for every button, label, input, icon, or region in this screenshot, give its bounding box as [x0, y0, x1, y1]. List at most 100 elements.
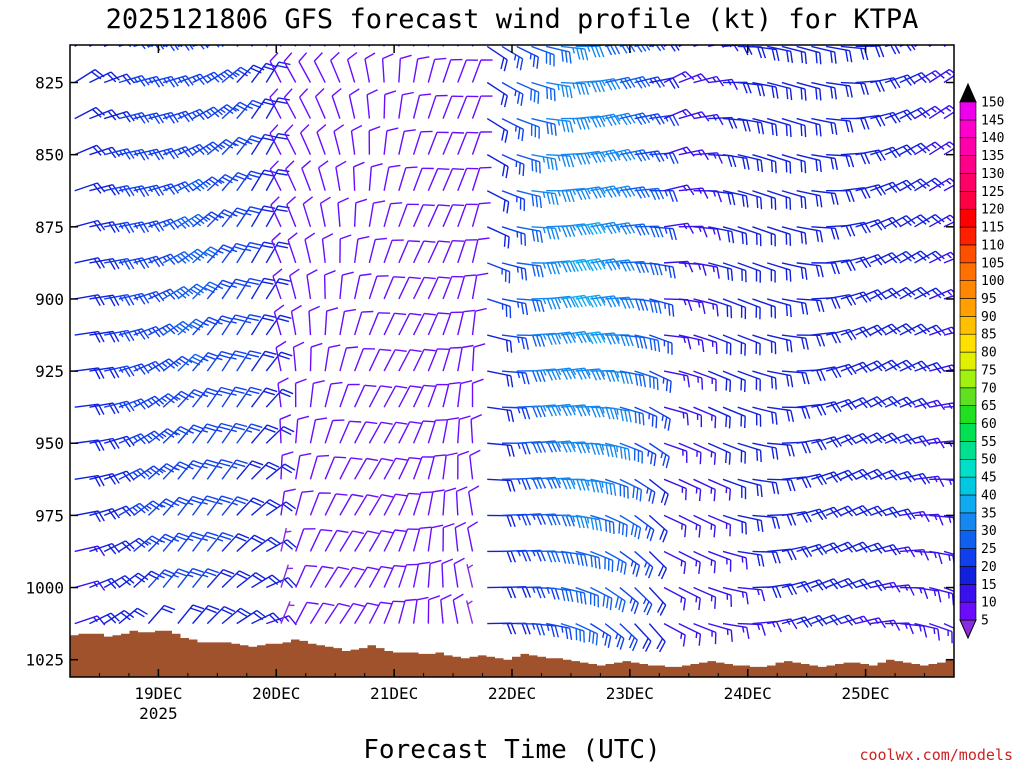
wind-barb	[309, 492, 331, 516]
colorbar-swatch	[959, 315, 977, 335]
wind-barb	[708, 226, 735, 244]
wind-barb	[298, 52, 312, 83]
wind-barb	[427, 524, 444, 552]
wind-barb	[487, 478, 516, 492]
wind-barb	[663, 442, 688, 463]
wind-barb	[368, 200, 386, 227]
wind-barb	[781, 45, 807, 65]
wind-barb	[722, 622, 750, 640]
wind-barb	[412, 596, 429, 624]
colorbar-swatch	[959, 280, 977, 299]
wind-barb	[427, 595, 441, 624]
wind-barb	[619, 514, 642, 540]
colorbar-swatch	[959, 262, 977, 281]
wind-barb	[766, 226, 792, 246]
wind-barb	[333, 124, 345, 155]
wind-barb	[943, 478, 954, 482]
wind-barb	[339, 493, 364, 516]
wind-barb	[354, 566, 379, 588]
wind-barb	[767, 406, 795, 423]
wind-barb	[412, 93, 432, 119]
wind-barb	[74, 615, 106, 626]
wind-barb	[148, 183, 179, 195]
wind-barb	[649, 298, 675, 317]
wind-barb	[442, 204, 465, 228]
wind-barb	[663, 550, 687, 574]
wind-barb	[455, 486, 468, 516]
wind-barb	[766, 153, 792, 174]
wind-barb	[914, 287, 945, 300]
wind-barb	[501, 226, 526, 246]
wind-barb	[634, 76, 665, 88]
wind-barb	[604, 550, 627, 575]
wind-barb	[531, 622, 559, 638]
wind-barb	[104, 148, 135, 160]
wind-barb	[560, 258, 591, 272]
wind-barb	[398, 421, 422, 444]
wind-barb	[928, 288, 954, 300]
colorbar-swatch	[959, 601, 977, 621]
wind-barb	[427, 276, 451, 300]
wind-barb	[516, 117, 540, 139]
wind-barb	[487, 406, 515, 423]
wind-barb	[840, 81, 869, 96]
wind-barb	[412, 561, 431, 588]
wind-barb	[693, 586, 717, 609]
wind-barb	[826, 81, 853, 98]
wind-barb	[737, 153, 764, 172]
wind-barb	[103, 505, 135, 517]
wind-barb	[412, 456, 434, 480]
wind-barb	[354, 384, 377, 408]
wind-barb	[471, 59, 493, 83]
wind-barb	[427, 168, 450, 192]
colorbar: 5 10 15 20 25 30 35 40 45 50 55 60 65 70 75 80 85 90 95 100…	[959, 82, 1004, 640]
colorbar-swatch	[959, 191, 977, 210]
wind-barb	[708, 262, 734, 281]
wind-barb	[177, 248, 208, 264]
wind-barb	[796, 403, 827, 416]
wind-barb	[118, 328, 150, 340]
wind-barb	[368, 457, 394, 480]
wind-barb	[663, 108, 695, 120]
wind-barb	[737, 262, 761, 283]
wind-barb	[869, 359, 901, 372]
wind-barb	[663, 514, 687, 538]
wind-barb	[486, 45, 508, 72]
wind-barb	[412, 56, 430, 83]
wind-barb	[339, 602, 365, 624]
wind-barb	[752, 153, 777, 174]
wind-barb	[352, 161, 365, 191]
wind-barb	[796, 334, 826, 347]
wind-barb	[118, 112, 150, 124]
wind-barb	[324, 529, 349, 552]
wind-barb	[781, 370, 810, 385]
wind-barb	[221, 386, 247, 408]
x-tick-sublabel: 2025	[139, 704, 178, 723]
wind-barb	[147, 604, 176, 625]
wind-barb	[840, 291, 872, 303]
wind-barb	[368, 312, 391, 336]
colorbar-label: 125	[981, 185, 1004, 200]
wind-barb	[737, 586, 766, 602]
wind-barb	[339, 271, 354, 300]
wind-barb	[899, 250, 930, 264]
wind-barb	[884, 396, 916, 408]
credit-link[interactable]: coolwx.com/models	[859, 746, 1013, 764]
wind-barb	[678, 334, 705, 353]
wind-barb	[590, 149, 621, 162]
wind-barb	[221, 314, 247, 336]
wind-barb	[236, 572, 266, 589]
wind-barb	[884, 74, 916, 86]
wind-barb	[752, 478, 780, 495]
colorbar-label: 85	[981, 328, 997, 343]
wind-barb	[722, 334, 746, 356]
wind-barb	[272, 268, 283, 300]
wind-barb	[306, 269, 318, 300]
wind-barb	[516, 298, 545, 313]
wind-barb	[398, 203, 419, 228]
wind-barb	[339, 383, 360, 408]
wind-barb	[364, 52, 376, 83]
wind-barb	[899, 178, 931, 192]
wind-barb	[811, 331, 842, 344]
